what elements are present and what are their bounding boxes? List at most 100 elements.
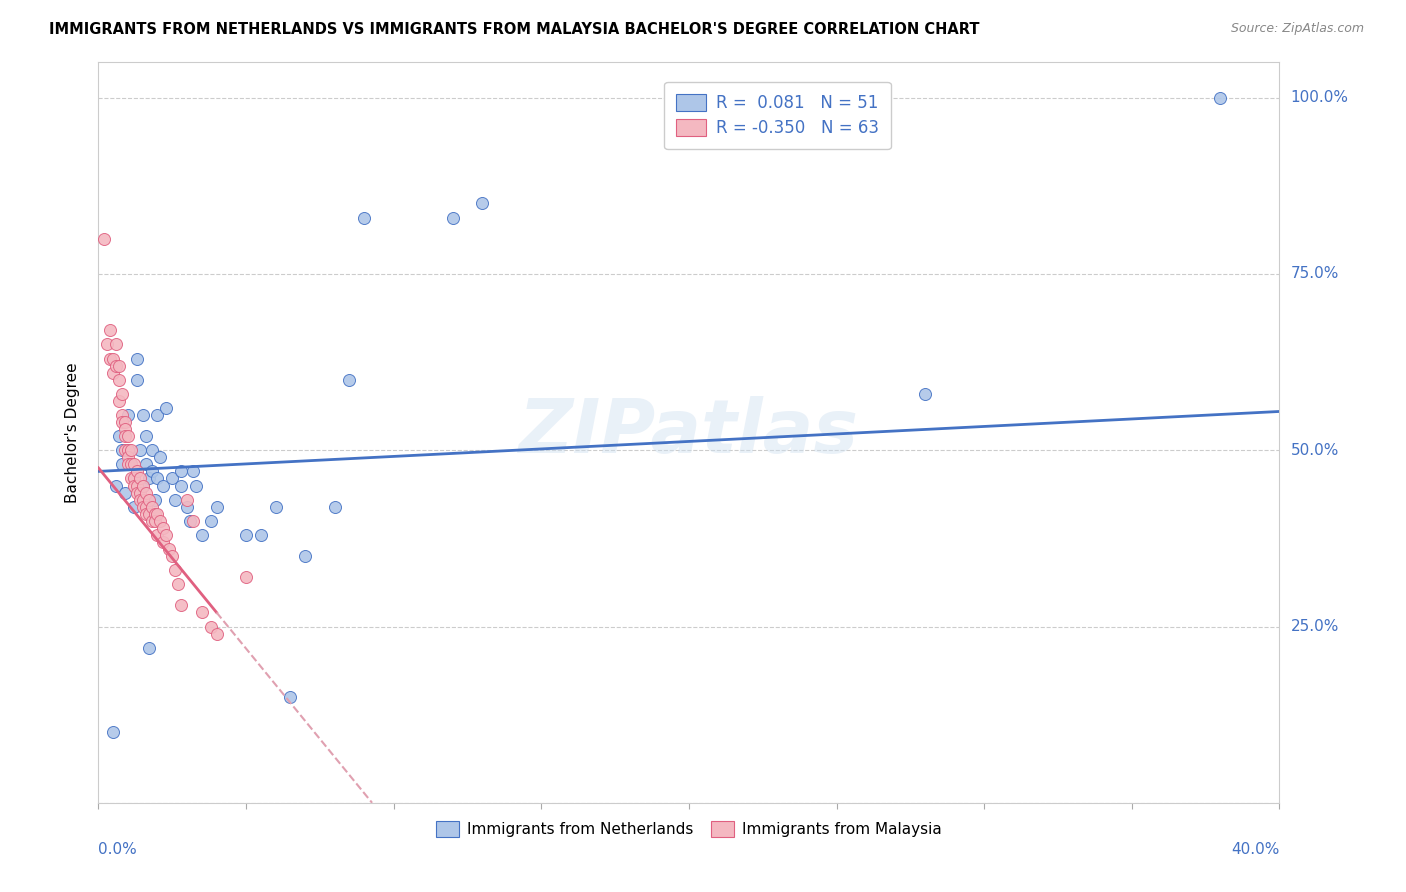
Point [155, 401, 177, 415]
Point [152, 535, 174, 549]
Point [111, 387, 134, 401]
Point [141, 443, 163, 458]
Point [103, 366, 125, 380]
Point [128, 492, 150, 507]
Point [179, 514, 201, 528]
Text: 75.0%: 75.0% [1291, 267, 1339, 282]
Point [146, 471, 169, 485]
Point [98, 351, 121, 366]
Point [128, 443, 150, 458]
Point [128, 485, 150, 500]
Point [108, 373, 131, 387]
Point [135, 485, 157, 500]
Point [162, 471, 183, 485]
Point [120, 471, 142, 485]
Point [132, 408, 155, 422]
Point [117, 408, 139, 422]
Text: Source: ZipAtlas.com: Source: ZipAtlas.com [1230, 22, 1364, 36]
Y-axis label: Bachelor's Degree: Bachelor's Degree [65, 362, 80, 503]
Point [103, 351, 125, 366]
Point [93, 232, 115, 246]
Point [471, 196, 494, 211]
Point [120, 458, 142, 472]
Point [125, 373, 148, 387]
Point [191, 528, 214, 542]
Text: 25.0%: 25.0% [1291, 619, 1339, 634]
Point [122, 478, 145, 492]
Point [105, 337, 128, 351]
Point [132, 478, 155, 492]
Point [146, 408, 169, 422]
Point [294, 549, 316, 563]
Point [1209, 91, 1232, 105]
Point [138, 492, 160, 507]
Point [114, 415, 136, 429]
Point [122, 471, 145, 485]
Point [138, 640, 160, 655]
Point [170, 478, 193, 492]
Point [170, 464, 193, 478]
Point [125, 485, 148, 500]
Point [165, 492, 187, 507]
Point [128, 471, 150, 485]
Point [176, 500, 198, 514]
Text: 0.0%: 0.0% [98, 842, 138, 856]
Point [122, 471, 145, 485]
Point [132, 478, 155, 492]
Point [152, 521, 174, 535]
Point [132, 492, 155, 507]
Point [170, 599, 193, 613]
Point [152, 478, 174, 492]
Point [205, 626, 228, 640]
Text: ZIPatlas: ZIPatlas [519, 396, 859, 469]
Point [200, 619, 222, 633]
Legend: Immigrants from Netherlands, Immigrants from Malaysia: Immigrants from Netherlands, Immigrants … [430, 815, 948, 843]
Text: IMMIGRANTS FROM NETHERLANDS VS IMMIGRANTS FROM MALAYSIA BACHELOR'S DEGREE CORREL: IMMIGRANTS FROM NETHERLANDS VS IMMIGRANT… [49, 22, 980, 37]
Point [165, 563, 187, 577]
Point [200, 514, 222, 528]
Point [176, 492, 198, 507]
Point [441, 211, 464, 225]
Point [117, 443, 139, 458]
Point [167, 577, 190, 591]
Point [162, 549, 183, 563]
Point [117, 458, 139, 472]
Point [235, 570, 257, 584]
Text: 50.0%: 50.0% [1291, 442, 1339, 458]
Point [114, 443, 136, 458]
Point [120, 458, 142, 472]
Point [111, 408, 134, 422]
Point [146, 528, 169, 542]
Point [125, 464, 148, 478]
Point [135, 507, 157, 521]
Point [114, 429, 136, 443]
Point [157, 541, 180, 556]
Point [155, 528, 177, 542]
Point [138, 507, 160, 521]
Text: 40.0%: 40.0% [1232, 842, 1279, 856]
Point [108, 359, 131, 373]
Point [141, 514, 163, 528]
Point [103, 725, 125, 739]
Point [114, 422, 136, 436]
Point [122, 458, 145, 472]
Point [132, 500, 155, 514]
Point [143, 507, 166, 521]
Point [181, 514, 204, 528]
Point [146, 507, 169, 521]
Point [125, 351, 148, 366]
Point [339, 373, 361, 387]
Point [149, 514, 172, 528]
Point [184, 478, 207, 492]
Point [111, 443, 134, 458]
Point [141, 464, 163, 478]
Point [181, 464, 204, 478]
Point [111, 415, 134, 429]
Point [205, 500, 228, 514]
Point [125, 478, 148, 492]
Point [143, 514, 166, 528]
Point [143, 492, 166, 507]
Point [122, 500, 145, 514]
Point [138, 471, 160, 485]
Point [323, 500, 346, 514]
